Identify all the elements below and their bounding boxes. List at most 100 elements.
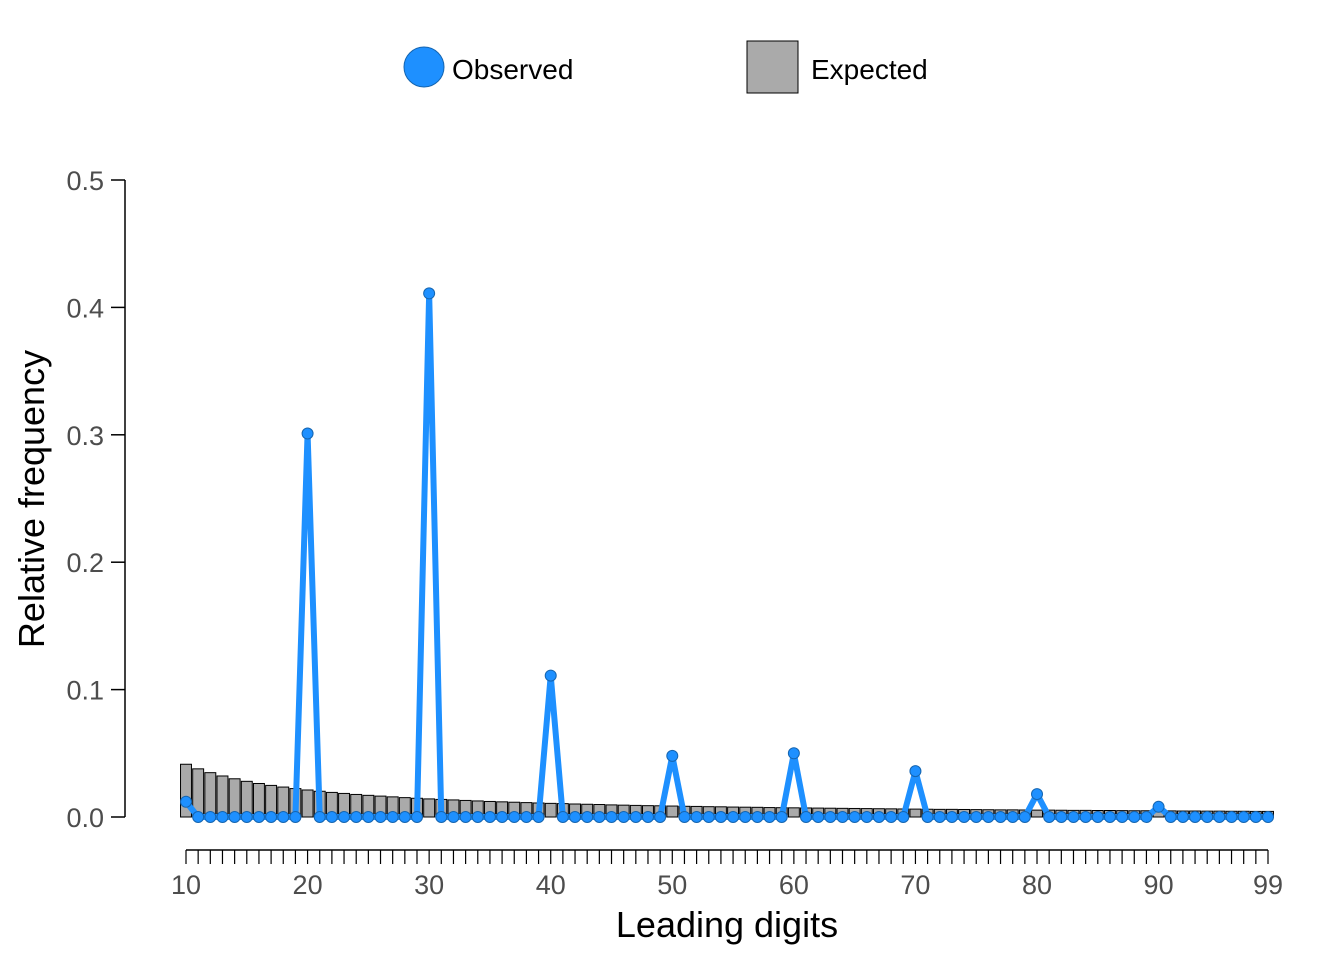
observed-point (447, 811, 460, 823)
y-tick-label: 0.5 (66, 166, 104, 196)
observed-points (180, 287, 1274, 823)
observed-point (617, 811, 630, 823)
observed-point (1103, 811, 1116, 823)
observed-point (958, 811, 971, 823)
observed-point (240, 811, 253, 823)
y-tick-label: 0.4 (66, 293, 104, 323)
observed-point (1225, 811, 1238, 823)
observed-point (1237, 811, 1250, 823)
observed-point (180, 795, 192, 808)
observed-point (1213, 811, 1226, 823)
observed-point (192, 811, 205, 823)
observed-point (544, 669, 557, 682)
expected-bars (180, 763, 1274, 818)
expected-bar (180, 763, 192, 818)
observed-point (824, 811, 837, 823)
observed-point (1201, 811, 1214, 823)
observed-point (532, 811, 545, 823)
observed-point (410, 811, 423, 823)
observed-point (1091, 811, 1104, 823)
observed-point (1140, 811, 1153, 823)
observed-line (183, 290, 1271, 820)
observed-point (313, 811, 326, 823)
observed-point (641, 811, 654, 823)
legend-observed-label: Observed (452, 54, 573, 85)
observed-point (605, 811, 618, 823)
observed-point (398, 811, 411, 823)
x-tick-label: 10 (171, 870, 201, 900)
x-axis-title: Leading digits (616, 904, 838, 945)
observed-point (666, 749, 679, 762)
x-axis: 10 20 30 40 50 60 70 80 90 99 (171, 849, 1283, 900)
observed-point (1164, 811, 1177, 823)
observed-point (228, 811, 241, 823)
observed-point (350, 811, 363, 823)
observed-point (629, 811, 642, 823)
observed-point (800, 811, 813, 823)
observed-point (860, 811, 873, 823)
observed-point (763, 811, 776, 823)
observed-point (702, 811, 715, 823)
observed-point (471, 811, 484, 823)
observed-point (362, 811, 375, 823)
observed-point (654, 811, 667, 823)
x-tick-label: 70 (900, 870, 930, 900)
x-tick-label: 80 (1022, 870, 1052, 900)
x-tick-label: 30 (414, 870, 444, 900)
y-tick-label: 0.3 (66, 421, 104, 451)
observed-point (204, 811, 217, 823)
x-tick-label: 60 (779, 870, 809, 900)
observed-point (1067, 811, 1080, 823)
expected-bar (423, 798, 436, 818)
observed-point (289, 811, 302, 823)
x-tick-label: 40 (536, 870, 566, 900)
expected-bar (216, 775, 229, 818)
observed-point (374, 811, 387, 823)
observed-point (483, 811, 496, 823)
observed-point (739, 811, 752, 823)
observed-point (982, 811, 995, 823)
observed-point (556, 811, 569, 823)
y-tick-label: 0.2 (66, 548, 104, 578)
observed-point (1043, 811, 1056, 823)
y-axis-title: Relative frequency (11, 350, 52, 648)
observed-point (569, 811, 582, 823)
observed-point (581, 811, 594, 823)
observed-point (775, 811, 788, 823)
legend: Observed Expected (403, 40, 928, 94)
y-tick-label: 0.0 (66, 803, 104, 833)
observed-point (1152, 800, 1165, 813)
observed-series-line (183, 290, 1271, 820)
observed-point (508, 811, 521, 823)
observed-point (265, 811, 278, 823)
y-tick-label: 0.1 (66, 676, 104, 706)
observed-point (1249, 811, 1262, 823)
x-tick-label: 50 (657, 870, 687, 900)
observed-point (338, 811, 351, 823)
expected-bar (544, 802, 557, 818)
observed-point (325, 811, 338, 823)
observed-point (1262, 811, 1274, 823)
observed-point (909, 765, 922, 778)
y-axis: 0.0 0.1 0.2 0.3 0.4 0.5 (66, 166, 126, 833)
observed-point (1189, 811, 1202, 823)
observed-point (301, 427, 314, 440)
legend-observed-marker (403, 46, 445, 88)
legend-expected-label: Expected (811, 54, 928, 85)
observed-point (945, 811, 958, 823)
observed-point (1031, 788, 1044, 801)
observed-point (496, 811, 509, 823)
observed-point (1006, 811, 1019, 823)
observed-point (216, 811, 229, 823)
observed-point (1018, 811, 1031, 823)
x-tick-label: 99 (1253, 870, 1283, 900)
legend-expected-swatch (746, 40, 799, 94)
observed-point (714, 811, 727, 823)
observed-point (435, 811, 448, 823)
expected-bar (666, 805, 679, 818)
observed-point (1128, 811, 1141, 823)
observed-point (994, 811, 1007, 823)
observed-point (872, 811, 885, 823)
